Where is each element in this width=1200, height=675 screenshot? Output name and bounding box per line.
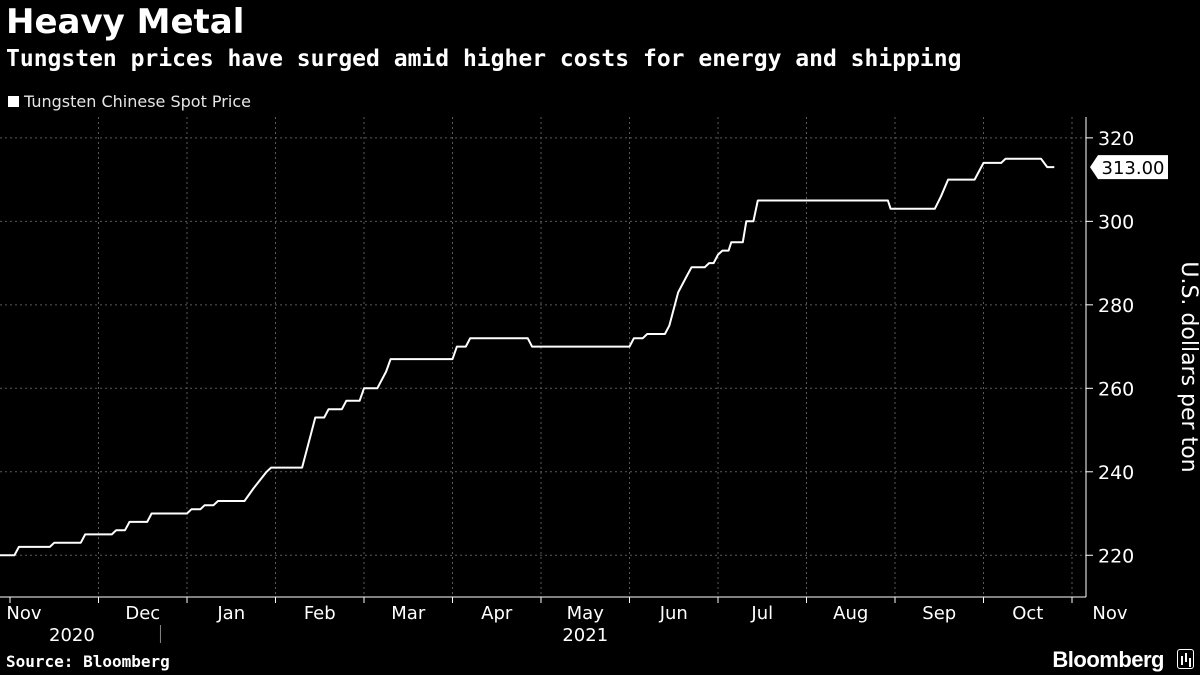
x-tick-label: Dec: [125, 603, 160, 624]
bar-chart-icon: [1177, 649, 1194, 669]
legend-label: Tungsten Chinese Spot Price: [24, 92, 251, 111]
source-note: Source: Bloomberg: [6, 652, 170, 671]
x-tick-label: Mar: [391, 603, 426, 624]
x-tick-label: Sep: [922, 603, 956, 624]
chart-subtitle: Tungsten prices have surged amid higher …: [6, 46, 962, 72]
bloomberg-logo: Bloomberg: [1052, 647, 1164, 672]
x-tick-label: Nov: [6, 603, 41, 624]
year-label: 2020: [49, 625, 95, 646]
x-tick-label: Oct: [1012, 603, 1043, 624]
x-tick-label: Nov: [1092, 603, 1127, 624]
y-tick-label: 260: [1098, 378, 1134, 400]
series-line: [0, 157, 1055, 557]
x-tick-label: May: [567, 603, 605, 624]
y-tick-label: 280: [1098, 295, 1134, 317]
chart-title: Heavy Metal: [6, 2, 245, 42]
legend-swatch: [8, 96, 19, 107]
legend: Tungsten Chinese Spot Price: [8, 92, 251, 111]
y-tick-label: 240: [1098, 462, 1134, 484]
x-tick-label: Jul: [750, 603, 773, 624]
y-tick-label: 300: [1098, 211, 1134, 233]
last-value-badge: [1090, 155, 1168, 180]
x-tick-label: Jan: [216, 603, 245, 624]
x-tick-label: Feb: [304, 603, 336, 624]
y-tick-label: 220: [1098, 545, 1134, 567]
x-tick-label: Jun: [659, 603, 688, 624]
y-tick-label: 320: [1098, 128, 1134, 150]
x-tick-label: Aug: [833, 603, 868, 624]
x-tick-label: Apr: [481, 603, 513, 624]
year-label: 2021: [562, 625, 608, 646]
y-axis-title: U.S. dollars per ton: [1176, 261, 1200, 472]
last-value-label: 313.00: [1102, 158, 1165, 179]
